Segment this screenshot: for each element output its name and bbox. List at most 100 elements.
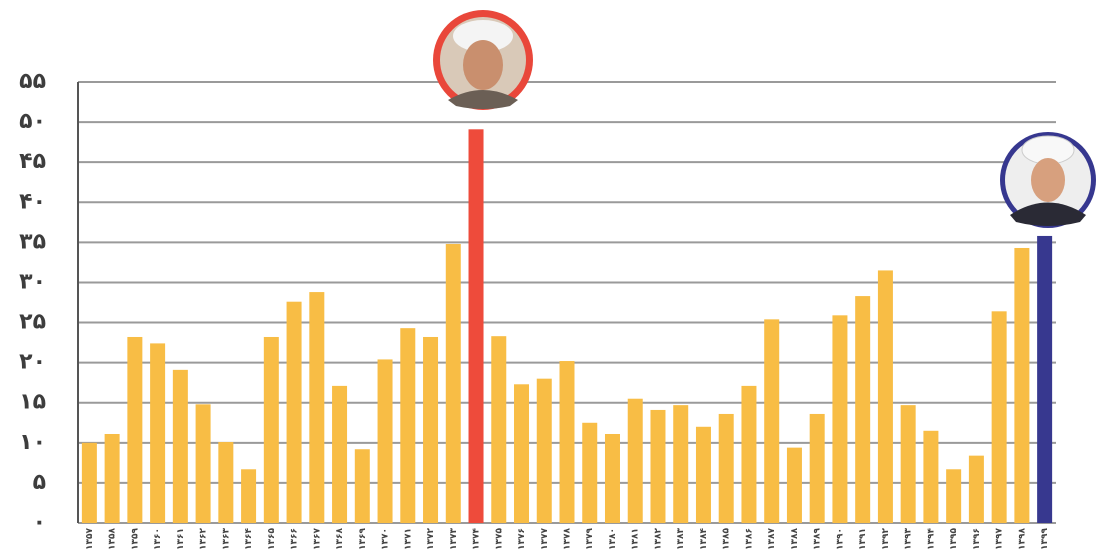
x-tick-label: ۱۳۹۹ bbox=[1040, 528, 1050, 550]
bar bbox=[946, 469, 962, 523]
x-tick-label: ۱۳۵۷ bbox=[85, 528, 95, 550]
bar bbox=[1037, 235, 1053, 523]
bar bbox=[286, 301, 302, 523]
y-tick-label: ۵۵ bbox=[19, 69, 46, 94]
bar bbox=[559, 361, 575, 523]
y-tick-label: ۲۰ bbox=[19, 350, 46, 375]
portrait bbox=[433, 10, 533, 110]
bar bbox=[536, 378, 552, 523]
bar bbox=[468, 129, 484, 524]
y-tick-label: ۲۵ bbox=[19, 310, 46, 335]
x-tick-label: ۱۳۷۸ bbox=[563, 528, 573, 550]
y-tick-label: ۴۰ bbox=[19, 189, 46, 214]
bar bbox=[900, 405, 916, 523]
x-tick-label: ۱۳۷۲ bbox=[426, 528, 436, 550]
x-tick-label: ۱۳۷۱ bbox=[403, 528, 413, 550]
x-tick-label: ۱۳۸۲ bbox=[653, 528, 663, 550]
x-tick-label: ۱۳۶۶ bbox=[290, 528, 300, 550]
x-tick-label: ۱۳۶۵ bbox=[267, 528, 277, 550]
bar bbox=[604, 433, 620, 523]
bar bbox=[354, 449, 370, 523]
bar bbox=[764, 319, 780, 523]
bar bbox=[877, 270, 893, 523]
bar bbox=[809, 413, 825, 523]
y-tick-label: ۳۰ bbox=[19, 269, 46, 294]
x-tick-label: ۱۳۸۸ bbox=[790, 528, 800, 550]
y-tick-label: ۴۵ bbox=[19, 149, 46, 174]
bar bbox=[968, 455, 984, 523]
bar bbox=[445, 243, 461, 523]
bar bbox=[263, 336, 279, 523]
x-tick-label: ۱۳۷۵ bbox=[494, 528, 504, 550]
bar bbox=[673, 405, 689, 523]
x-tick-label: ۱۳۶۱ bbox=[176, 528, 186, 550]
bar bbox=[127, 336, 143, 523]
x-tick-label: ۱۳۸۱ bbox=[631, 528, 641, 550]
bar bbox=[582, 422, 598, 523]
x-tick-label: ۱۳۸۰ bbox=[608, 528, 618, 550]
x-tick-label: ۱۳۶۹ bbox=[358, 528, 368, 550]
x-tick-label: ۱۳۹۱ bbox=[858, 528, 868, 550]
x-tick-label: ۱۳۷۰ bbox=[381, 528, 391, 550]
bar bbox=[991, 311, 1007, 523]
x-tick-label: ۱۳۸۳ bbox=[676, 528, 686, 550]
x-tick-label: ۱۳۹۸ bbox=[1017, 528, 1027, 550]
bar bbox=[718, 413, 734, 523]
bar bbox=[514, 384, 530, 523]
bar bbox=[218, 442, 234, 523]
x-tick-label: ۱۳۹۶ bbox=[972, 528, 982, 550]
x-tick-label: ۱۳۹۰ bbox=[835, 528, 845, 550]
bar bbox=[400, 328, 416, 523]
bar bbox=[491, 336, 507, 523]
y-tick-label: ۱۰ bbox=[19, 430, 46, 455]
bar bbox=[104, 433, 120, 523]
x-tick-label: ۱۳۶۷ bbox=[312, 528, 322, 550]
y-tick-label: ۱۵ bbox=[19, 390, 46, 415]
y-tick-label: ۳۵ bbox=[19, 229, 46, 254]
bar bbox=[172, 369, 188, 523]
x-tick-label: ۱۳۶۸ bbox=[335, 528, 345, 550]
x-tick-label: ۱۳۷۳ bbox=[449, 528, 459, 550]
bar bbox=[627, 398, 643, 523]
y-tick-label: ۵۰ bbox=[19, 109, 46, 134]
x-tick-label: ۱۳۵۹ bbox=[130, 528, 140, 550]
x-tick-label: ۱۳۹۵ bbox=[949, 528, 959, 550]
x-tick-label: ۱۳۵۸ bbox=[108, 528, 118, 550]
x-tick-label: ۱۳۹۳ bbox=[904, 528, 914, 550]
bar bbox=[377, 359, 393, 523]
x-tick-label: ۱۳۹۲ bbox=[881, 528, 891, 550]
bar bbox=[423, 336, 439, 523]
x-tick-label: ۱۳۸۵ bbox=[722, 528, 732, 550]
bar bbox=[855, 296, 871, 523]
x-tick-label: ۱۳۷۷ bbox=[540, 528, 550, 550]
x-tick-label: ۱۳۸۶ bbox=[744, 528, 754, 550]
x-tick-label: ۱۳۶۳ bbox=[221, 528, 231, 550]
bar bbox=[695, 426, 711, 523]
x-tick-label: ۱۳۶۴ bbox=[244, 528, 254, 550]
x-tick-label: ۱۳۷۶ bbox=[517, 528, 527, 550]
bar bbox=[332, 385, 348, 523]
bar bbox=[309, 292, 325, 523]
bar bbox=[195, 404, 211, 523]
bar bbox=[650, 409, 666, 523]
x-tick-label: ۱۳۹۴ bbox=[926, 528, 936, 550]
x-tick-label: ۱۳۷۹ bbox=[585, 528, 595, 550]
x-tick-label: ۱۳۶۰ bbox=[153, 528, 163, 550]
y-tick-label: ۵ bbox=[33, 470, 46, 495]
x-tick-label: ۱۳۹۷ bbox=[995, 528, 1005, 550]
portrait bbox=[1000, 132, 1096, 228]
x-tick-label: ۱۳۸۴ bbox=[699, 528, 709, 550]
x-tick-label: ۱۳۸۷ bbox=[767, 528, 777, 550]
bar bbox=[923, 430, 939, 523]
bar bbox=[832, 315, 848, 523]
x-tick-label: ۱۳۶۲ bbox=[199, 528, 209, 550]
bar bbox=[81, 442, 97, 523]
x-tick-label: ۱۳۷۴ bbox=[472, 528, 482, 550]
bar bbox=[786, 447, 802, 523]
bar bbox=[241, 469, 257, 523]
bar bbox=[150, 343, 166, 523]
bar bbox=[741, 385, 757, 523]
bar bbox=[1014, 247, 1030, 523]
x-tick-label: ۱۳۸۹ bbox=[813, 528, 823, 550]
